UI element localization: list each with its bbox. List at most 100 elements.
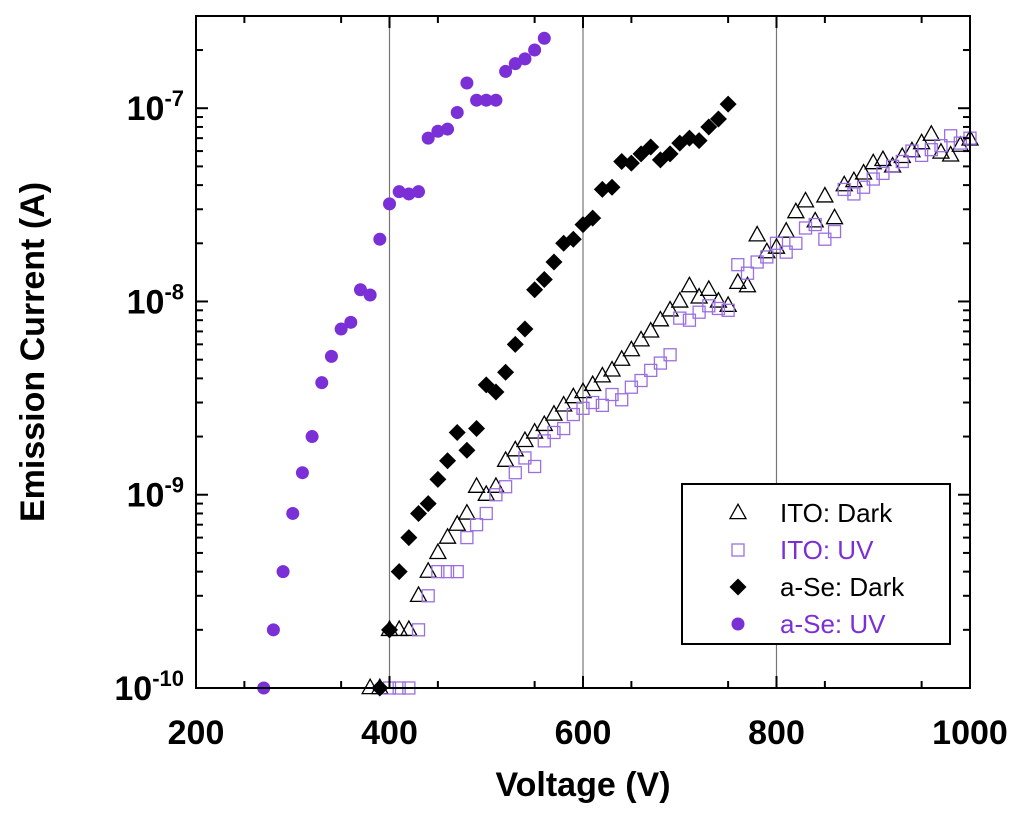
x-tick-label: 200 [168,714,225,752]
data-point [419,495,437,513]
legend-marker [728,502,748,520]
data-point [438,527,457,544]
data-point [467,476,486,493]
data-point [498,480,513,494]
data-point [789,236,803,250]
data-point [700,118,718,136]
data-point [934,139,948,153]
data-point [622,340,641,357]
data-point [595,398,609,413]
data-point [641,321,660,338]
data-point [383,197,396,211]
data-point [922,124,941,141]
legend-marker [729,578,747,596]
axis-ticks [195,15,971,689]
data-point [450,106,464,120]
data-point [544,404,564,421]
data-point [479,93,493,107]
data-point [777,221,796,238]
legend-label: a-Se: Dark [780,572,905,602]
y-tick-labels: 10-10 10-9 10-8 10-7 [114,86,184,708]
data-point [515,430,535,448]
data-point [612,349,631,366]
data-point [390,563,408,581]
data-point [516,320,534,338]
data-point [421,131,435,145]
legend-label: ITO: Dark [780,498,893,528]
data-point [605,387,619,402]
data-point [864,152,883,170]
data-point [286,506,300,520]
y-tick-label: 10-8 [127,279,184,321]
data-point [808,217,822,232]
data-point [448,514,467,531]
data-point [941,145,960,162]
data-point [518,52,532,66]
legend-marker [731,543,745,557]
data-point [460,530,474,545]
data-point [489,93,503,107]
data-point [479,506,493,521]
data-point [876,166,890,181]
data-point [440,564,455,579]
data-point [719,95,737,113]
data-point [593,366,612,383]
data-point [489,488,503,502]
data-point [699,279,718,296]
data-point [854,163,873,180]
data-point [457,503,477,520]
data-point [315,376,329,390]
data-point [818,232,832,246]
data-point [873,149,893,167]
data-point [827,224,842,239]
data-point [740,266,755,280]
x-tick-label: 600 [555,714,612,752]
y-tick-label: 10-9 [127,473,184,515]
data-point [431,564,445,579]
data-point [496,450,515,467]
legend-marker [731,617,745,631]
data-point [448,423,466,441]
data-point [912,132,931,150]
legend: ITO: Dark ITO: UV a-Se: Dark a-Se: UV [681,483,951,645]
data-point [334,322,348,336]
data-point [721,303,735,317]
data-point [431,124,445,138]
data-point [535,414,554,432]
data-point [779,245,793,259]
legend-box [681,483,951,645]
series-a-se-dark [371,95,737,697]
data-series [257,31,980,697]
data-point [410,504,428,522]
data-point [711,301,726,316]
data-point [750,255,764,269]
data-point [815,186,834,203]
data-point [709,110,727,128]
y-tick-label: 10-7 [127,86,184,128]
data-point [760,250,774,264]
data-point [748,225,767,242]
x-tick-label: 400 [361,714,418,752]
data-point [586,395,600,410]
data-point [499,64,513,78]
data-point [506,440,525,457]
x-tick-label: 1000 [932,714,1008,752]
data-point [661,145,679,163]
data-point [535,270,553,288]
series-a-se-uv [257,31,551,695]
data-point [602,360,622,377]
data-point [634,373,648,388]
y-axis-title: Emission Current (A) [14,182,52,522]
data-point [837,182,851,197]
data-point [528,43,542,57]
data-point [895,154,909,169]
data-point [381,621,398,639]
data-point [497,363,515,381]
data-point [682,313,697,327]
data-point [458,441,476,459]
data-point [266,623,280,637]
data-point [769,236,784,250]
data-point [798,221,813,235]
